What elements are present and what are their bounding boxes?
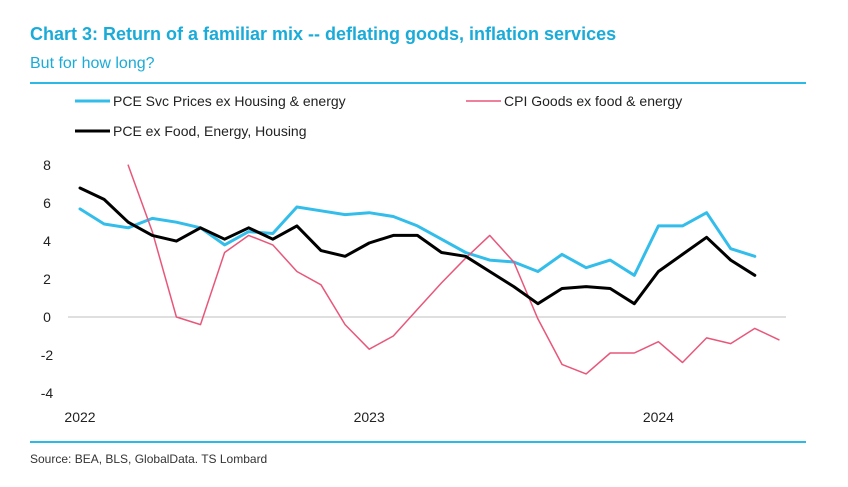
y-tick-label: 2 xyxy=(43,271,51,287)
legend-label-2: CPI Goods ex food & energy xyxy=(504,93,682,109)
y-tick-label: -4 xyxy=(41,385,54,401)
source-note: Source: BEA, BLS, GlobalData. TS Lombard xyxy=(30,452,268,466)
chart-subtitle: But for how long? xyxy=(30,55,155,72)
y-tick-label: -2 xyxy=(41,347,54,363)
legend-label-1: PCE Svc Prices ex Housing & energy xyxy=(113,93,346,109)
x-tick-label: 2024 xyxy=(643,409,674,425)
series-line-1 xyxy=(78,205,757,277)
x-tick-label: 2023 xyxy=(354,409,385,425)
bottom-divider xyxy=(30,441,806,443)
top-divider xyxy=(30,82,806,84)
x-tick-label: 2022 xyxy=(64,409,95,425)
chart-title: Chart 3: Return of a familiar mix -- def… xyxy=(30,24,617,44)
y-tick-label: 4 xyxy=(43,233,51,249)
y-tick-label: 0 xyxy=(43,309,51,325)
series-line-2 xyxy=(127,164,780,375)
y-tick-label: 8 xyxy=(43,157,51,173)
y-tick-label: 6 xyxy=(43,195,51,211)
series-line-3 xyxy=(78,186,757,306)
legend-label-3: PCE ex Food, Energy, Housing xyxy=(113,123,307,139)
